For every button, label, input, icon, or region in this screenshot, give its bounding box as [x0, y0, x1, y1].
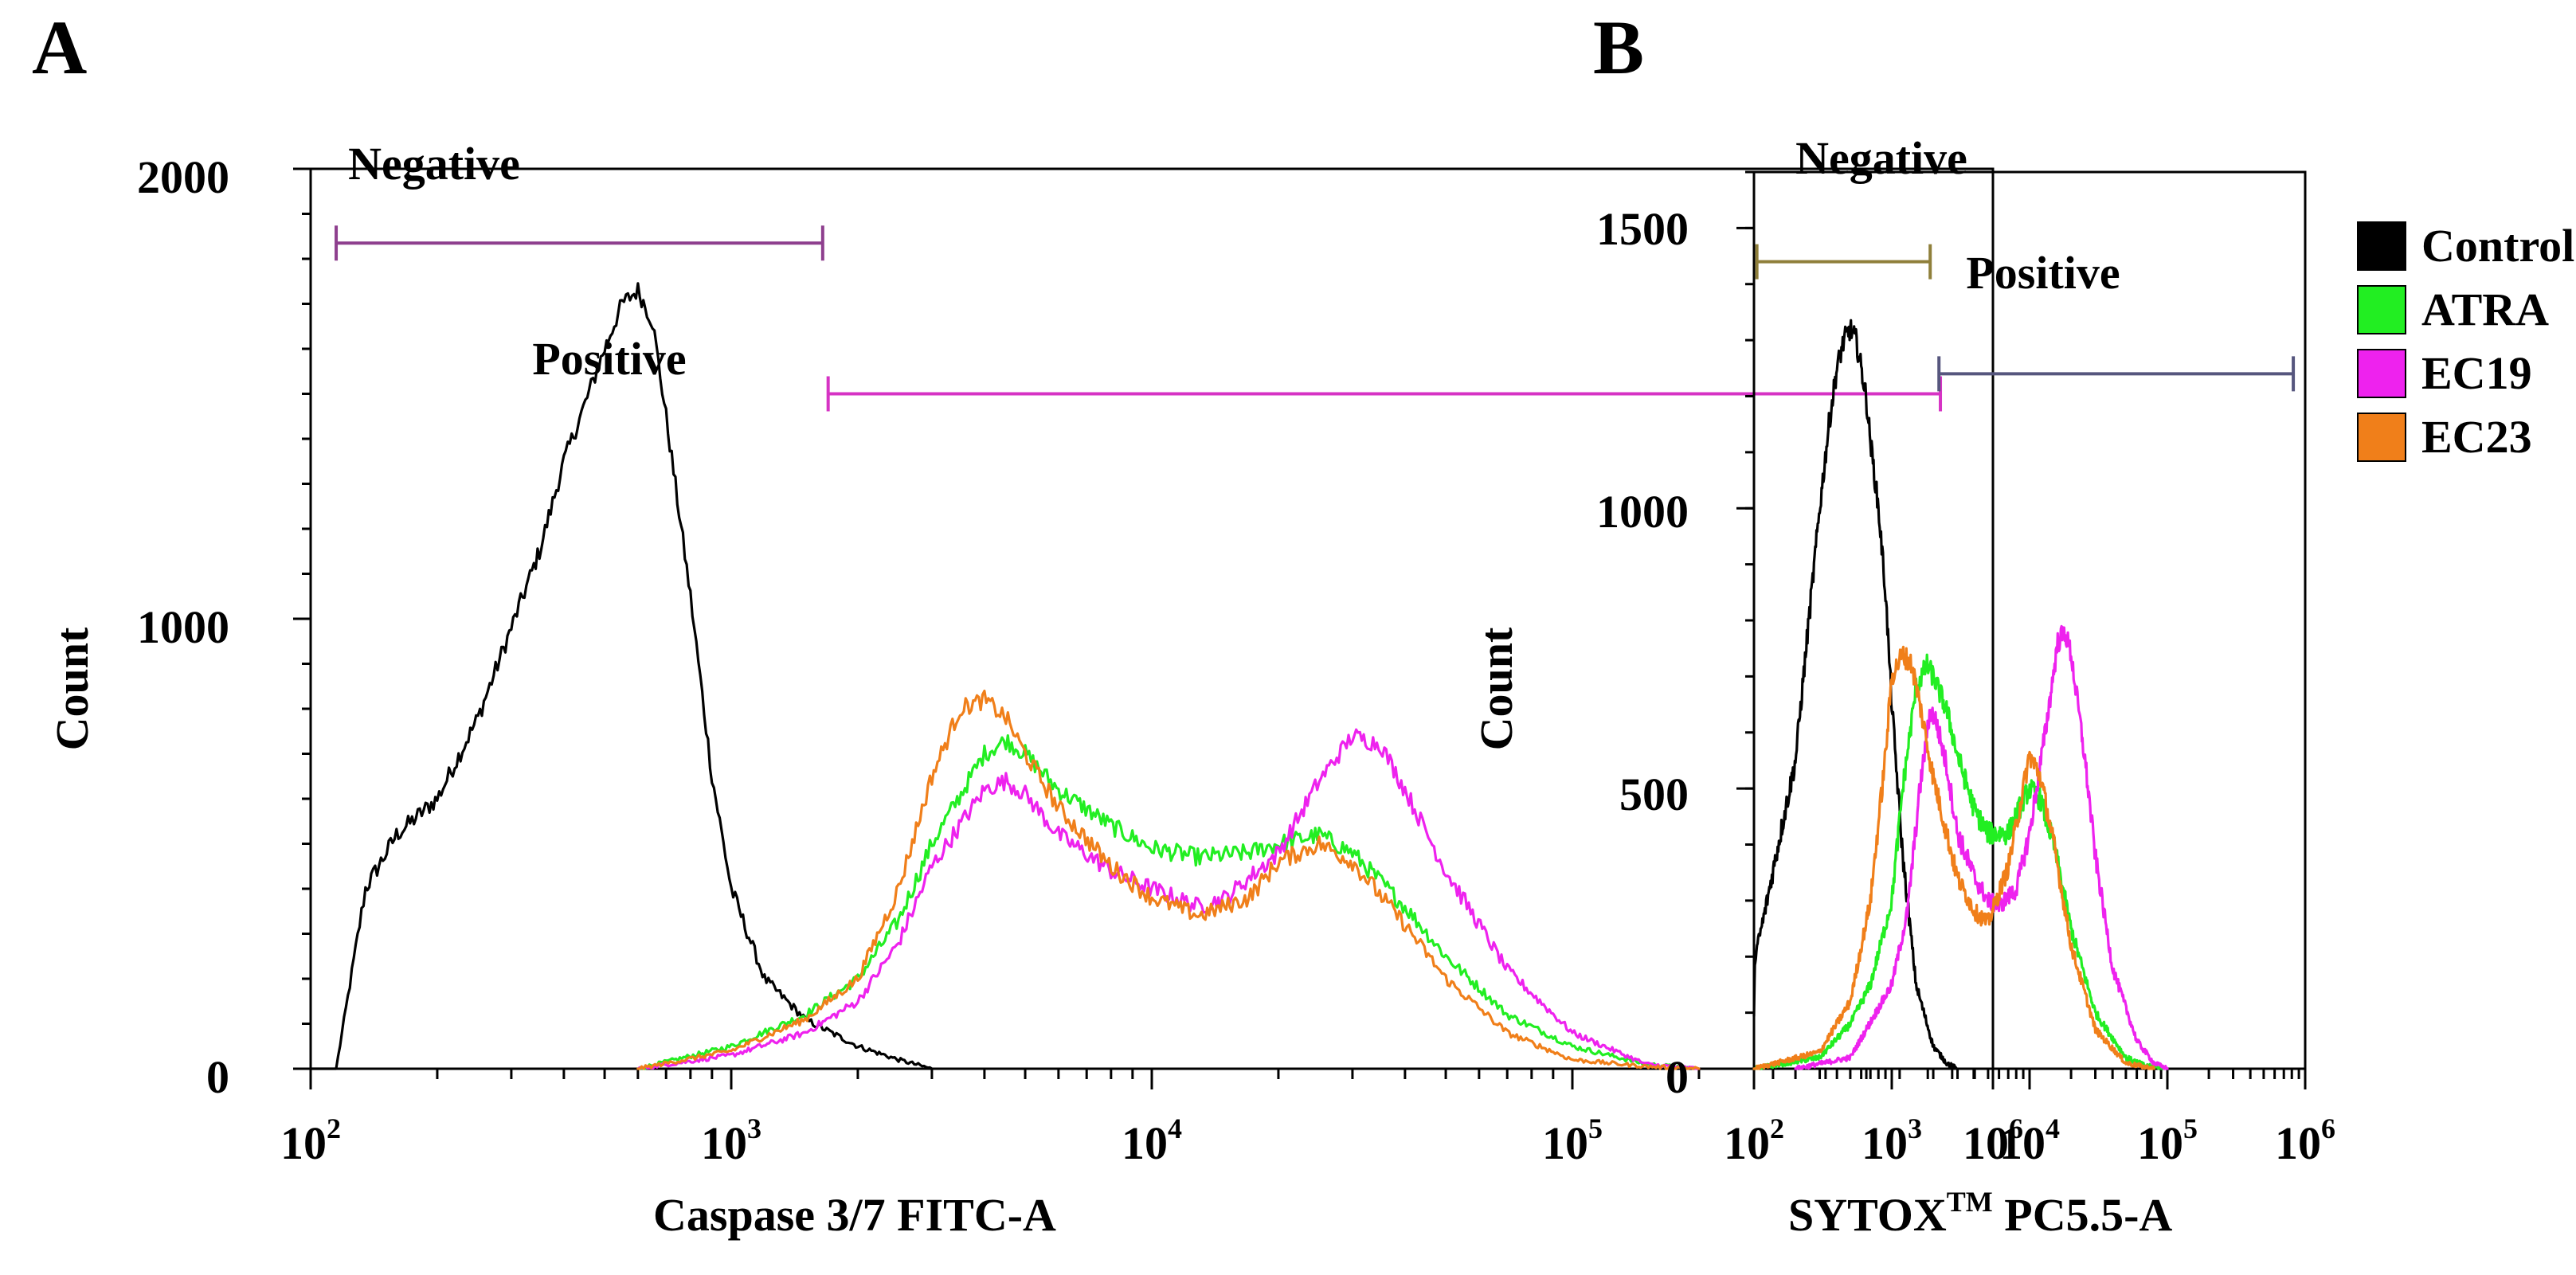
panel-b-gate-negative-label: Negative — [1795, 132, 1967, 184]
legend-swatch-atra — [2357, 285, 2406, 334]
panel-a-x-axis-label: Caspase 3/7 FITC-A — [653, 1189, 1056, 1241]
legend-label-ec23: EC23 — [2421, 411, 2532, 463]
panel-b-x-tick-label: 106 — [2275, 1113, 2335, 1169]
legend-swatch-ec23 — [2357, 413, 2406, 462]
panel-b-y-axis-label: Count — [1470, 627, 1522, 750]
legend-swatch-control — [2357, 221, 2406, 271]
panel-a-gate-positive — [826, 376, 1943, 412]
panel-a-series-atra — [636, 734, 1701, 1070]
panel-b-x-tick-label: 105 — [2137, 1113, 2198, 1169]
panel-a-x-tick-label: 104 — [1122, 1113, 1182, 1169]
panel-a-series-control — [309, 282, 934, 1070]
panel-b-series-control — [1752, 319, 1959, 1070]
panel-b-gate-negative — [1755, 244, 1932, 280]
legend: Control ATRA EC19 EC23 — [2357, 220, 2574, 463]
panel-a-y-tick-label: 1000 — [137, 601, 229, 653]
panel-a-x-tick-label: 103 — [701, 1113, 761, 1169]
panel-b-gate-positive-label: Positive — [1966, 247, 2120, 299]
legend-label-control: Control — [2421, 220, 2574, 272]
panel-a-y-tick-label: 2000 — [137, 151, 229, 203]
panel-b-y-tick-label: 1000 — [1596, 486, 1689, 538]
panel-a-x-tick-label: 106 — [1963, 1113, 2023, 1169]
panel-b-y-tick-label: 0 — [1666, 1051, 1689, 1103]
panel-b-gate-positive — [1937, 356, 2296, 392]
panel-b: B 0 500 1000 1500 102 103 104 105 106 SY… — [1470, 5, 2335, 1241]
panel-b-x-tick-label: 104 — [1999, 1113, 2060, 1169]
panel-b-y-tick-label: 500 — [1619, 769, 1689, 820]
panel-a-x-tick-label: 102 — [280, 1113, 341, 1169]
panel-a-letter: A — [32, 5, 87, 90]
legend-swatch-ec19 — [2357, 349, 2406, 398]
panel-a-gate-positive-label: Positive — [532, 333, 686, 385]
legend-item-control: Control — [2357, 220, 2574, 272]
panel-a-frame — [309, 167, 1995, 1070]
panel-b-x-tick-label: 102 — [1724, 1113, 1784, 1169]
panel-a-y-axis-label: Count — [46, 627, 98, 750]
panel-a-series-ec19 — [636, 728, 1701, 1070]
panel-b-x-axis-label: SYTOXTM PC5.5-A — [1788, 1186, 2172, 1241]
panel-a: A 0 1000 2000 102 103 104 105 106 Caspas… — [32, 5, 2023, 1241]
panel-b-series-ec23 — [1752, 645, 2155, 1070]
panel-b-plot-area — [1736, 170, 2307, 1089]
panel-a-gate-negative-label: Negative — [348, 138, 520, 190]
panel-a-plot-area — [293, 167, 1995, 1089]
legend-item-ec19: EC19 — [2357, 347, 2532, 399]
panel-a-gate-negative — [335, 225, 824, 261]
panel-b-series-atra — [1752, 653, 2169, 1070]
panel-b-x-tick-label: 103 — [1862, 1113, 1922, 1169]
legend-item-ec23: EC23 — [2357, 411, 2532, 463]
panel-a-series-ec23 — [636, 690, 1701, 1070]
panel-b-y-tick-label: 1500 — [1596, 203, 1689, 255]
legend-item-atra: ATRA — [2357, 284, 2549, 335]
legend-label-atra: ATRA — [2421, 284, 2549, 335]
panel-a-y-tick-label: 0 — [206, 1051, 229, 1103]
panel-b-series-ec19 — [1794, 624, 2169, 1070]
panel-a-x-tick-label: 105 — [1542, 1113, 1603, 1169]
panel-b-letter: B — [1593, 5, 1644, 90]
panel-b-frame — [1752, 170, 2307, 1070]
legend-label-ec19: EC19 — [2421, 347, 2532, 399]
